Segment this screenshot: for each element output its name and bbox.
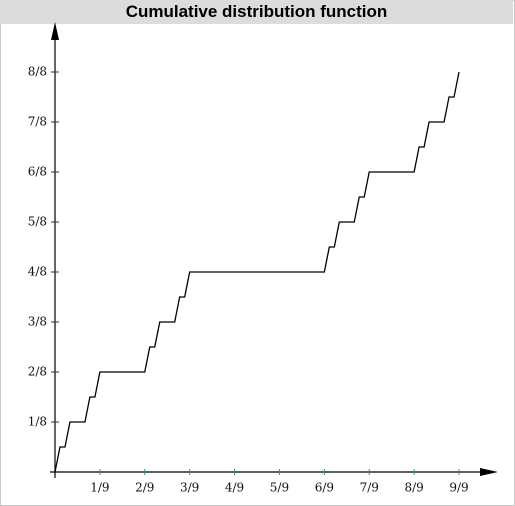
x-tick-label: 3/9 [180,481,199,495]
y-tick-label: 2/8 [28,365,47,379]
chart-title: Cumulative distribution function [0,0,513,24]
x-tick-label: 1/9 [90,481,109,495]
x-tick-label: 4/9 [225,481,244,495]
x-tick-label: 9/9 [449,481,468,495]
x-tick-label: 7/9 [360,481,379,495]
x-tick-label: 5/9 [270,481,289,495]
y-arrow [51,22,59,40]
y-tick-label: 6/8 [28,165,47,179]
y-tick-label: 8/8 [28,65,47,79]
y-tick-label: 3/8 [28,315,47,329]
x-arrow [480,468,498,476]
y-tick-label: 5/8 [28,215,47,229]
x-tick-label: 6/9 [315,481,334,495]
x-tick-label: 8/9 [404,481,423,495]
x-tick-label: 2/9 [135,481,154,495]
y-tick-label: 1/8 [28,415,47,429]
cdf-line [54,71,460,473]
y-tick-label: 7/8 [28,115,47,129]
y-tick-label: 4/8 [28,265,47,279]
